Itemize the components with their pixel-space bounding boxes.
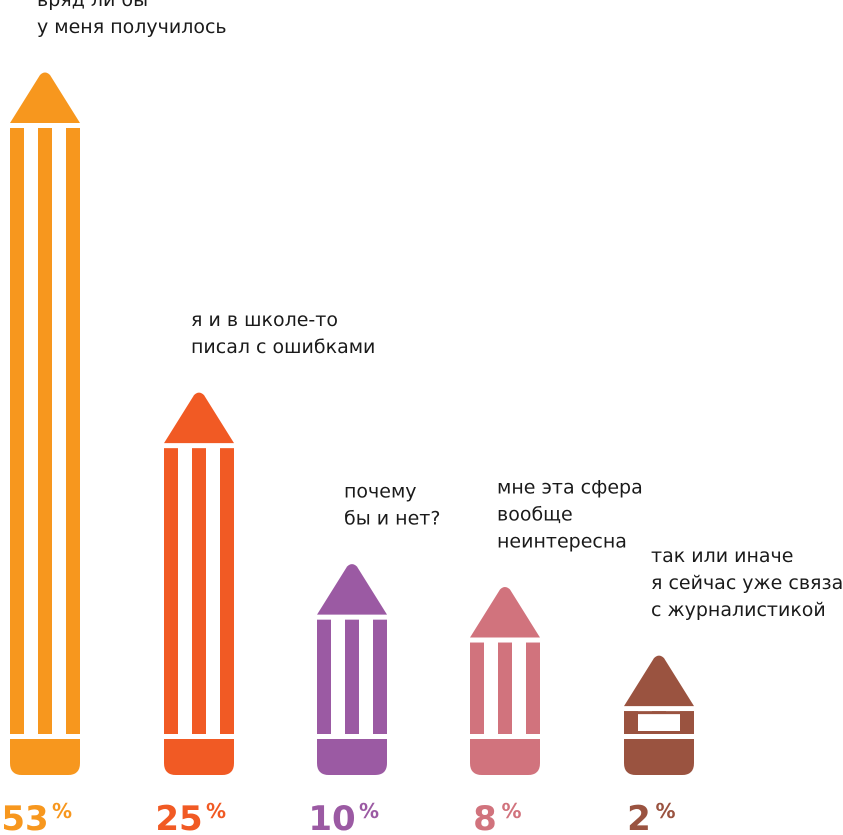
category-label-line: с журналистикой xyxy=(651,599,826,621)
pencil-stripe xyxy=(164,448,178,734)
pencil-stripe xyxy=(10,128,24,734)
category-label-line: бы и нет? xyxy=(344,508,440,530)
category-label: так или иначе я сейчас уже связан с журнал… xyxy=(651,545,843,621)
value-label: 53 xyxy=(1,799,48,835)
pencil-tip xyxy=(470,587,540,638)
value-label: 25 xyxy=(155,799,202,835)
value-label: 2 xyxy=(627,799,651,835)
pencil-stripe xyxy=(470,642,484,734)
category-label: вряд ли бы у меня получилось xyxy=(37,0,227,38)
pencil-stripe xyxy=(317,619,331,734)
value-unit: % xyxy=(656,799,676,823)
value-unit: % xyxy=(52,799,72,823)
pencil-stripe xyxy=(38,128,52,734)
category-label-line: неинтересна xyxy=(497,531,627,553)
category-label-line: у меня получилось xyxy=(37,16,227,38)
pencil-stripe xyxy=(373,619,387,734)
value-label: 8 xyxy=(473,799,497,835)
pencil-stripe xyxy=(345,619,359,734)
pencil-stripe-gap xyxy=(638,714,652,731)
pencil-eraser xyxy=(164,739,234,775)
pencil-eraser xyxy=(317,739,387,775)
category-label-line: мне эта сфера xyxy=(497,477,643,499)
category-label: почему бы и нет? xyxy=(344,481,440,530)
pencil-tip xyxy=(624,655,694,707)
pencil-stripe xyxy=(66,128,80,734)
value-unit: % xyxy=(206,799,226,823)
pencil-stripe xyxy=(526,642,540,734)
category-label: мне эта сфера вообще неинтересна xyxy=(497,477,643,553)
category-label: я и в школе-то писал с ошибками xyxy=(191,309,375,358)
category-label-line: писал с ошибками xyxy=(191,336,375,358)
pencil-eraser xyxy=(470,739,540,775)
category-label-line: я сейчас уже связан xyxy=(651,572,843,594)
value-unit: % xyxy=(359,799,379,823)
category-label-line: вряд ли бы xyxy=(37,0,148,11)
category-label-line: почему xyxy=(344,481,417,503)
category-label-line: вообще xyxy=(497,504,573,526)
pencil-stripe-gap xyxy=(652,714,666,731)
category-label-line: так или иначе xyxy=(651,545,793,567)
pencil-eraser xyxy=(624,739,694,775)
pencil-stripe xyxy=(192,448,206,734)
value-unit: % xyxy=(502,799,522,823)
category-label-line: я и в школе-то xyxy=(191,309,338,331)
pencil-eraser xyxy=(10,739,80,775)
pencil-tip xyxy=(10,72,80,123)
pencil-stripe-gap xyxy=(666,714,680,731)
pencil-stripe xyxy=(220,448,234,734)
value-label: 10 xyxy=(308,799,355,835)
pencil-tip xyxy=(317,564,387,615)
pencil-stripe xyxy=(498,642,512,734)
pencil-tip xyxy=(164,392,234,444)
